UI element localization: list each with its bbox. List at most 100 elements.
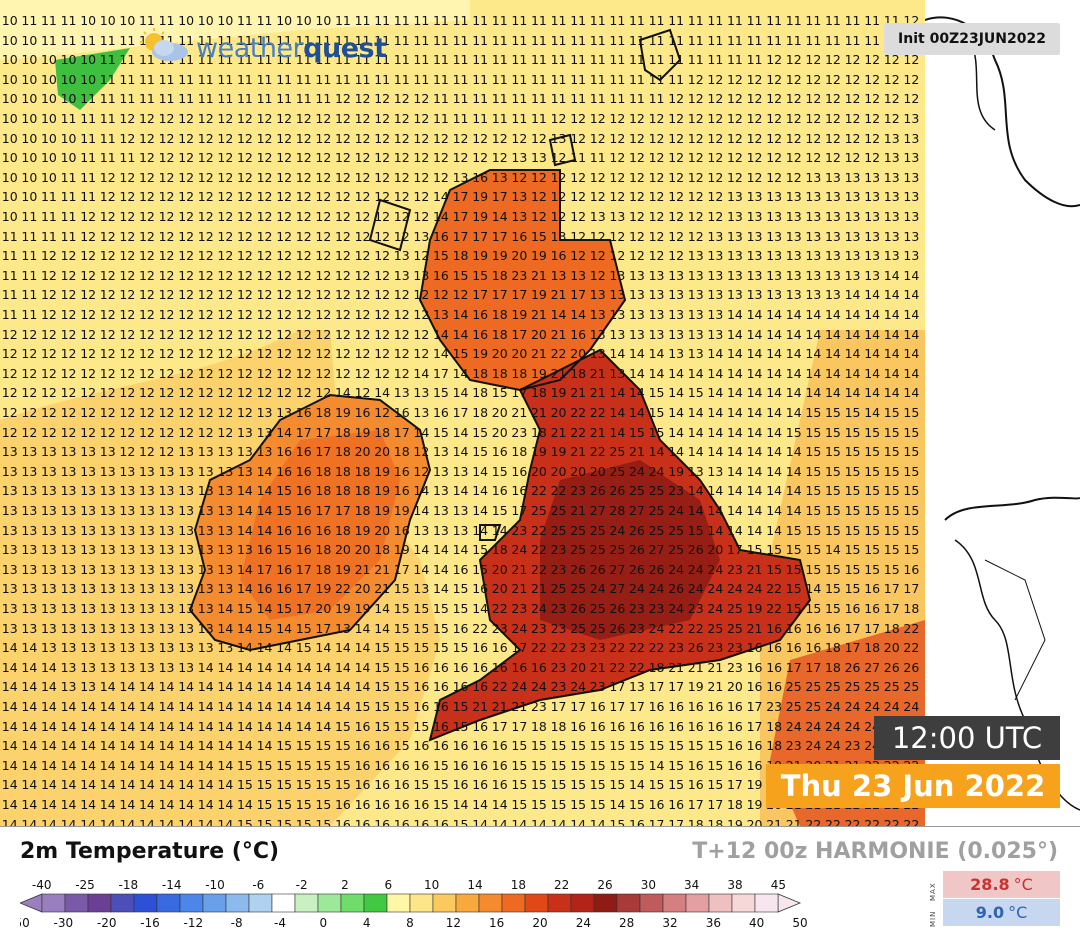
colorbar-swatch (179, 893, 204, 913)
grid-value: 11 (432, 71, 449, 87)
grid-value: 11 (217, 32, 234, 48)
grid-value: 11 (550, 13, 567, 28)
grid-value: 11 (550, 32, 567, 48)
colorbar-swatch (478, 893, 503, 913)
grid-value: 11 (99, 71, 116, 87)
max-unit: °C (1013, 875, 1033, 894)
grid-value: 12 (883, 52, 900, 68)
grid-value: 11 (197, 91, 214, 107)
valid-time-utc: 12:00 UTC (874, 716, 1060, 760)
grid-value: 12 (766, 71, 783, 87)
grid-value: 11 (393, 13, 410, 28)
grid-value: 11 (628, 13, 645, 28)
grid-value: 11 (236, 13, 253, 28)
colorbar-top-label: 26 (597, 878, 612, 892)
grid-value: 10 (197, 13, 214, 28)
colorbar-top-label: 10 (424, 878, 439, 892)
grid-value: 11 (452, 32, 469, 48)
grid-value: 11 (413, 52, 430, 68)
grid-value: 10 (119, 13, 136, 28)
grid-value: 10 (21, 71, 38, 87)
grid-value: 11 (472, 32, 489, 48)
outside-domain (924, 0, 1080, 826)
grid-value: 12 (903, 71, 920, 87)
grid-value: 11 (334, 52, 351, 68)
grid-value: 11 (295, 91, 312, 107)
grid-value: 11 (550, 52, 567, 68)
grid-value: 12 (413, 91, 430, 107)
grid-value: 11 (374, 52, 391, 68)
grid-value: 12 (785, 91, 802, 107)
colorbar-swatch (409, 893, 434, 913)
grid-value: 11 (315, 71, 332, 87)
grid-value: 11 (256, 71, 273, 87)
colorbar-top-label: -2 (296, 878, 308, 892)
colorbar-top-label: 38 (727, 878, 742, 892)
grid-value: 11 (138, 91, 155, 107)
grid-value: 12 (824, 91, 841, 107)
grid-value: 11 (668, 52, 685, 68)
scotland-land (420, 170, 625, 390)
temperature-fill (0, 0, 925, 826)
grid-value: 11 (80, 91, 97, 107)
grid-value: 11 (589, 13, 606, 28)
variable-title: 2m Temperature (°C) (20, 839, 280, 864)
grid-value: 11 (766, 32, 783, 48)
colorbar-top-label: -40 (32, 878, 52, 892)
grid-value: 11 (315, 32, 332, 48)
grid-value: 12 (236, 111, 253, 126)
grid-value: 12 (178, 111, 195, 126)
min-temperature: 9.0 °C (943, 899, 1060, 926)
colorbar-bottom-label: -20 (97, 916, 117, 930)
colorbar-swatch (593, 893, 618, 913)
grid-value: 11 (648, 13, 665, 28)
grid-value: 11 (785, 32, 802, 48)
grid-value: 10 (80, 52, 97, 68)
colorbar-bottom-label: 20 (532, 916, 547, 930)
colorbar-bottom-label: 36 (706, 916, 721, 930)
grid-value: 12 (726, 71, 743, 87)
grid-value: 11 (570, 13, 587, 28)
grid-value: 11 (511, 32, 528, 48)
grid-value: 11 (628, 91, 645, 107)
grid-value: 11 (40, 32, 57, 48)
grid-value: 11 (276, 52, 293, 68)
grid-value: 12 (864, 71, 881, 87)
grid-value: 11 (472, 91, 489, 107)
colorbar-swatch (363, 893, 388, 913)
grid-value: 11 (354, 32, 371, 48)
grid-value: 11 (393, 52, 410, 68)
grid-value: 12 (844, 91, 861, 107)
colorbar-top-label: -14 (162, 878, 182, 892)
grid-value: 11 (609, 32, 626, 48)
grid-value: 11 (472, 13, 489, 28)
colorbar-top-label: -10 (205, 878, 225, 892)
grid-value: 12 (844, 52, 861, 68)
grid-value: 11 (119, 71, 136, 87)
grid-value: 11 (687, 52, 704, 68)
grid-value: 11 (393, 71, 410, 87)
colorbar-top-label: 6 (385, 878, 393, 892)
grid-value: 11 (432, 52, 449, 68)
grid-value: 11 (472, 52, 489, 68)
grid-value: 11 (119, 52, 136, 68)
grid-value: 11 (707, 52, 724, 68)
grid-value: 11 (746, 13, 763, 28)
colorbar-swatch (616, 893, 641, 913)
grid-value: 10 (1, 71, 18, 87)
grid-value: 11 (530, 91, 547, 107)
grid-value: 11 (197, 52, 214, 68)
colorbar-swatch (386, 893, 411, 913)
grid-value: 11 (746, 52, 763, 68)
grid-value: 10 (99, 13, 116, 28)
grid-value: 12 (746, 91, 763, 107)
colorbar-high-end (777, 893, 802, 913)
grid-value: 12 (805, 91, 822, 107)
grid-value: 11 (609, 91, 626, 107)
grid-value: 11 (648, 91, 665, 107)
grid-value: 11 (864, 13, 881, 28)
grid-value: 12 (903, 52, 920, 68)
grid-value: 12 (393, 91, 410, 107)
grid-value: 10 (1, 111, 18, 126)
grid-value: 11 (472, 71, 489, 87)
